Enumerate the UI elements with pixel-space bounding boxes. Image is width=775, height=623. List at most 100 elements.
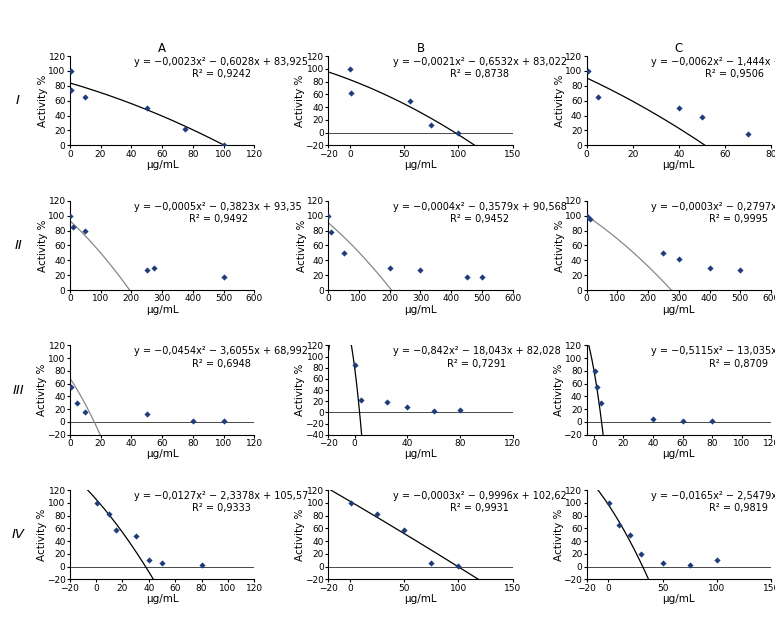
Point bbox=[592, 92, 604, 102]
Point bbox=[460, 272, 473, 282]
Text: II: II bbox=[14, 239, 22, 252]
Point bbox=[635, 549, 647, 559]
Point bbox=[384, 263, 396, 273]
Point bbox=[711, 555, 723, 565]
Point bbox=[476, 272, 488, 282]
Point bbox=[425, 120, 438, 130]
Text: y = −0,5115x² − 13,035x + 80,979
R² = 0,8709: y = −0,5115x² − 13,035x + 80,979 R² = 0,… bbox=[651, 346, 775, 369]
Text: y = −0,0062x² − 1,444x + 90,654
R² = 0,9506: y = −0,0062x² − 1,444x + 90,654 R² = 0,9… bbox=[651, 57, 775, 79]
X-axis label: μg/mL: μg/mL bbox=[146, 305, 178, 315]
Y-axis label: Activity %: Activity % bbox=[297, 219, 307, 272]
Point bbox=[64, 211, 76, 221]
Point bbox=[580, 211, 593, 221]
Text: y = −0,0021x² − 0,6532x + 83,022
R² = 0,8738: y = −0,0021x² − 0,6532x + 83,022 R² = 0,… bbox=[393, 57, 567, 79]
Point bbox=[217, 272, 229, 282]
Point bbox=[103, 510, 115, 520]
Point bbox=[217, 140, 229, 150]
Point bbox=[129, 531, 142, 541]
Point bbox=[345, 498, 357, 508]
Y-axis label: Activity %: Activity % bbox=[36, 508, 46, 561]
Title: B: B bbox=[416, 42, 425, 55]
Y-axis label: Activity %: Activity % bbox=[36, 364, 46, 416]
Text: IV: IV bbox=[12, 528, 25, 541]
Point bbox=[65, 382, 78, 392]
X-axis label: μg/mL: μg/mL bbox=[146, 594, 178, 604]
Point bbox=[195, 559, 208, 569]
Text: y = −0,0005x² − 0,3823x + 93,35
R² = 0,9492: y = −0,0005x² − 0,3823x + 93,35 R² = 0,9… bbox=[134, 202, 302, 224]
Point bbox=[110, 525, 122, 535]
Point bbox=[425, 558, 438, 568]
Point bbox=[742, 129, 754, 139]
Point bbox=[403, 96, 415, 106]
Text: y = −0,0454x² − 3,6055x + 68,992
R² = 0,6948: y = −0,0454x² − 3,6055x + 68,992 R² = 0,… bbox=[134, 346, 308, 369]
Y-axis label: Activity %: Activity % bbox=[555, 219, 565, 272]
Point bbox=[325, 227, 337, 237]
Text: y = −0,0127x² − 2,3378x + 105,57
R² = 0,9333: y = −0,0127x² − 2,3378x + 105,57 R² = 0,… bbox=[134, 491, 308, 513]
X-axis label: μg/mL: μg/mL bbox=[663, 160, 695, 170]
Point bbox=[140, 265, 153, 275]
Title: C: C bbox=[675, 42, 683, 55]
Point bbox=[454, 405, 467, 415]
Point bbox=[603, 498, 615, 508]
X-axis label: μg/mL: μg/mL bbox=[404, 449, 437, 459]
Point bbox=[65, 85, 78, 95]
Point bbox=[588, 366, 601, 376]
Y-axis label: Activity %: Activity % bbox=[553, 364, 563, 416]
Point bbox=[322, 211, 335, 221]
Point bbox=[67, 222, 79, 232]
X-axis label: μg/mL: μg/mL bbox=[404, 305, 437, 315]
Y-axis label: Activity %: Activity % bbox=[38, 219, 48, 272]
Title: A: A bbox=[158, 42, 166, 55]
Text: I: I bbox=[16, 94, 20, 107]
Point bbox=[217, 416, 229, 426]
Text: y = −0,842x² − 18,043x + 82,028
R² = 0,7291: y = −0,842x² − 18,043x + 82,028 R² = 0,7… bbox=[393, 346, 560, 369]
Point bbox=[71, 398, 84, 408]
X-axis label: μg/mL: μg/mL bbox=[404, 160, 437, 170]
Point bbox=[370, 510, 383, 520]
Point bbox=[704, 263, 716, 273]
Point bbox=[706, 416, 718, 426]
Y-axis label: Activity %: Activity % bbox=[555, 75, 565, 127]
Point bbox=[345, 88, 357, 98]
Point bbox=[344, 64, 357, 74]
Point bbox=[657, 248, 670, 258]
Text: y = −0,0004x² − 0,3579x + 90,568
R² = 0,9452: y = −0,0004x² − 0,3579x + 90,568 R² = 0,… bbox=[393, 202, 567, 224]
Y-axis label: Activity %: Activity % bbox=[553, 508, 563, 561]
Point bbox=[453, 561, 465, 571]
Point bbox=[673, 103, 685, 113]
Point bbox=[696, 112, 708, 122]
Point bbox=[684, 559, 696, 569]
Point bbox=[414, 265, 426, 275]
Point bbox=[64, 66, 77, 76]
Point bbox=[591, 382, 603, 392]
Point bbox=[140, 103, 153, 113]
Text: y = −0,0165x² − 2,5479x + 97,419
R² = 0,9819: y = −0,0165x² − 2,5479x + 97,419 R² = 0,… bbox=[651, 491, 775, 513]
X-axis label: μg/mL: μg/mL bbox=[404, 594, 437, 604]
Point bbox=[140, 409, 153, 419]
Y-axis label: Activity %: Activity % bbox=[295, 364, 305, 416]
Y-axis label: Activity %: Activity % bbox=[295, 75, 305, 127]
X-axis label: μg/mL: μg/mL bbox=[663, 594, 695, 604]
Point bbox=[79, 92, 91, 102]
Point bbox=[187, 416, 199, 426]
Point bbox=[143, 555, 155, 565]
Text: III: III bbox=[12, 384, 24, 397]
Point bbox=[349, 360, 361, 370]
Point bbox=[673, 254, 685, 264]
X-axis label: μg/mL: μg/mL bbox=[663, 305, 695, 315]
Y-axis label: Activity %: Activity % bbox=[38, 75, 48, 127]
Point bbox=[179, 124, 191, 134]
Point bbox=[79, 226, 91, 235]
X-axis label: μg/mL: μg/mL bbox=[663, 449, 695, 459]
Y-axis label: Activity %: Activity % bbox=[295, 508, 305, 561]
Point bbox=[647, 414, 660, 424]
Point bbox=[428, 406, 440, 416]
Point bbox=[656, 558, 669, 568]
X-axis label: μg/mL: μg/mL bbox=[146, 160, 178, 170]
Point bbox=[734, 265, 746, 275]
Point bbox=[337, 248, 350, 258]
Point bbox=[91, 498, 104, 508]
Point bbox=[401, 402, 413, 412]
Point bbox=[584, 214, 596, 224]
Point bbox=[355, 395, 367, 405]
